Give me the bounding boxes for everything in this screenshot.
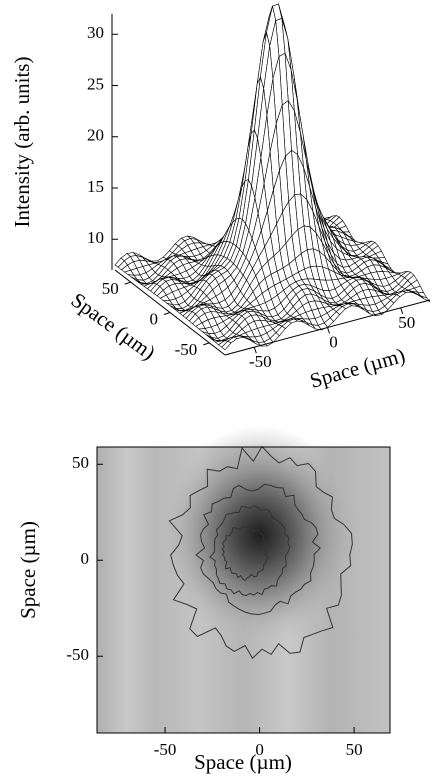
mesh-cell [221,340,232,351]
z-tick-label: 10 [87,228,104,247]
z-tick-label: 15 [87,177,104,196]
z-tick-label: 25 [87,74,104,93]
y-tick-label: 50 [72,453,89,472]
contour-chart: -50 0 50 -50 0 50 Space (µm) Space (µm) [16,415,391,774]
x-tick-label: -50 [154,740,177,759]
x-tick [400,307,404,315]
x-axis-label: Space (µm) [194,750,292,774]
surface-mesh [114,3,431,351]
x-tick [253,346,257,354]
y-tick-label: 0 [150,309,159,328]
contour-line [195,483,321,616]
y-axis-label: Space (µm) [16,521,40,619]
y-tick [203,342,210,346]
z-tick-label: 20 [87,126,104,145]
y-axis-label: Space (µm) [67,288,160,365]
contour-line [168,445,353,659]
x-tick-label: -50 [249,352,272,371]
z-tick-label: 30 [87,23,104,42]
y-tick-label: -50 [175,340,198,359]
x-tick-label: 0 [329,332,338,351]
y-tick-label: 50 [102,279,119,298]
z-axis-label: Intensity (arb. units) [10,57,34,228]
x-axis-label: Space (µm) [307,343,408,393]
y-tick [163,312,171,315]
y-tick-label: -50 [66,645,89,664]
contour-line [221,525,270,582]
x-tick-label: 0 [255,740,264,759]
y-tick [124,281,131,285]
y-tick-label: 0 [81,549,90,568]
x-tick-label: 50 [398,313,415,332]
x-tick [327,327,330,334]
contour-line [209,505,291,597]
plot-frame [96,446,391,734]
surface-chart: 10 15 20 25 30 Intensity (arb. units) -50 0 50 50… [10,3,431,393]
x-tick-label: 50 [346,740,363,759]
intensity-blob [135,415,375,675]
